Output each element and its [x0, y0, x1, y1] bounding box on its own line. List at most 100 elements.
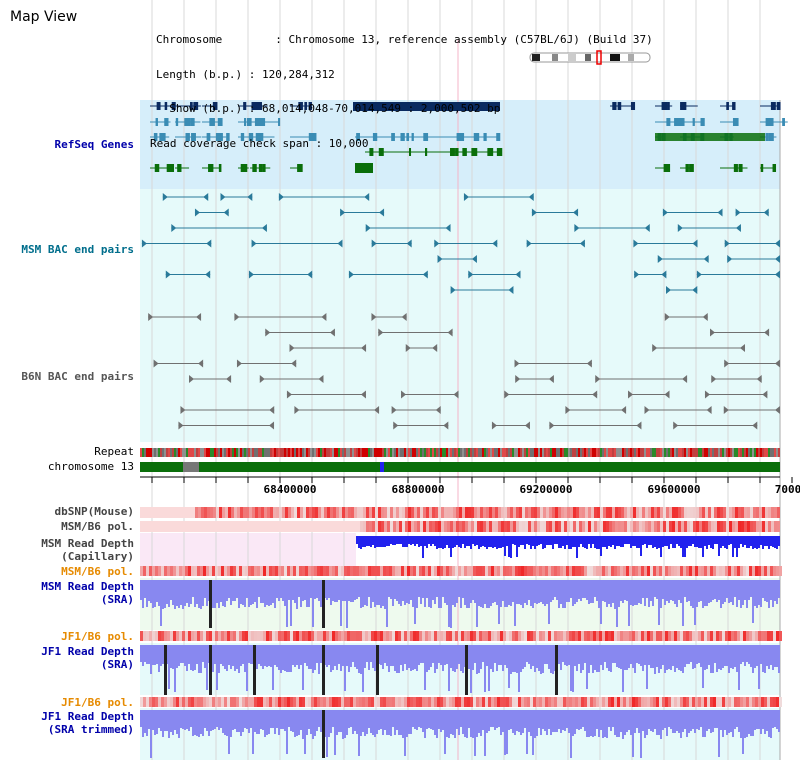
repeat-segment — [302, 448, 304, 457]
msm-pol-strip-cell — [507, 521, 510, 532]
b6n-bac-pair-end — [443, 421, 449, 430]
repeat-segment — [214, 448, 216, 457]
jf1-sra-depth-bar — [666, 645, 668, 670]
track-label-jf1-pol2[interactable]: JF1/B6 pol. — [61, 696, 134, 709]
track-label-repeat[interactable]: Repeat — [94, 445, 134, 458]
msm-capillary-depth-bar — [726, 536, 728, 549]
jf1-trim-depth-bar — [606, 710, 608, 738]
track-label-msm-pol2[interactable]: MSM/B6 pol. — [61, 565, 134, 578]
jf1-sra-depth-bar — [326, 645, 328, 667]
b6n-bac-pair-end — [524, 421, 530, 430]
msm-pol2-strip-cell — [404, 566, 407, 576]
msm-pol2-strip-cell — [422, 566, 425, 576]
msm-pol2-strip-cell — [578, 566, 581, 576]
jf1-pol2-strip-cell — [200, 697, 203, 707]
jf1-pol-strip-cell — [746, 631, 749, 641]
repeat-segment — [498, 448, 500, 457]
jf1-pol2-strip-cell — [716, 697, 719, 707]
jf1-sra-depth-bar — [494, 645, 496, 663]
msm-pol2-strip-cell — [497, 566, 500, 576]
msm-capillary-depth-bar — [770, 536, 772, 546]
repeat-segment — [420, 448, 422, 457]
jf1-trim-depth-bar — [334, 710, 336, 755]
gene-exon — [770, 102, 775, 110]
repeat-segment — [618, 448, 620, 457]
jf1-sra-depth-bar — [396, 645, 398, 673]
jf1-pol-strip-cell — [200, 631, 203, 641]
repeat-segment — [718, 448, 720, 457]
repeat-segment — [396, 448, 398, 457]
msm-pol2-strip-cell — [161, 566, 164, 576]
gene-exon — [680, 102, 683, 110]
msm-pol-strip-cell — [588, 521, 591, 532]
jf1-trim-depth-bar — [658, 710, 660, 735]
dbsnp-strip-cell — [537, 507, 540, 518]
track-label-refseq[interactable]: RefSeq Genes — [54, 138, 134, 151]
gene-exon — [190, 102, 193, 110]
msm-sra-depth-bar — [450, 580, 452, 628]
jf1-sra-depth-bar — [350, 645, 352, 667]
repeat-segment — [604, 448, 606, 457]
jf1-pol2-strip-cell — [464, 697, 467, 707]
gene-exon — [401, 133, 405, 141]
jf1-trim-depth-bar — [692, 710, 694, 729]
msm-sra-depth-bar — [724, 580, 726, 602]
msm-sra-depth-bar — [568, 580, 570, 602]
msm-sra-depth-bar — [596, 580, 598, 601]
track-label-msm-cap-1[interactable]: MSM Read Depth — [41, 537, 134, 550]
msm-pol2-strip-cell — [731, 566, 734, 576]
msm-sra-depth-bar — [772, 580, 774, 607]
track-label-jf1-sra-1[interactable]: JF1 Read Depth — [41, 645, 134, 658]
msm-pol-strip-cell — [723, 521, 726, 532]
track-label-msm-sra-1[interactable]: MSM Read Depth — [41, 580, 134, 593]
jf1-pol2-strip-cell — [356, 697, 359, 707]
msm-capillary-depth-bar — [656, 536, 658, 549]
jf1-sra-depth-bar — [308, 645, 310, 669]
msm-pol-strip-cell — [651, 521, 654, 532]
track-label-msm-pol[interactable]: MSM/B6 pol. — [61, 520, 134, 533]
jf1-sra-depth-bar — [430, 645, 432, 667]
depth-spike — [164, 645, 167, 695]
jf1-trim-depth-bar — [230, 710, 232, 737]
track-label-dbsnp[interactable]: dbSNP(Mouse) — [54, 505, 134, 518]
jf1-trim-depth-bar — [610, 710, 612, 731]
jf1-trim-depth-bar — [168, 710, 170, 738]
jf1-trim-depth-bar — [638, 710, 640, 733]
msm-capillary-depth-bar — [682, 536, 684, 557]
msm-sra-depth-bar — [290, 580, 292, 626]
jf1-pol-strip-cell — [620, 631, 623, 641]
dbsnp-strip-cell — [636, 507, 639, 518]
msm-pol2-strip-cell — [674, 566, 677, 576]
b6n-bac-pair-end — [294, 406, 300, 414]
msm-sra-depth-bar — [486, 580, 488, 608]
msm-sra-depth-bar — [666, 580, 668, 601]
track-label-msm-bac[interactable]: MSM BAC end pairs — [21, 243, 134, 256]
jf1-sra-depth-bar — [160, 645, 162, 666]
jf1-pol2-strip-cell — [488, 697, 491, 707]
msm-pol2-strip-cell — [314, 566, 317, 576]
jf1-pol2-strip-cell — [143, 697, 146, 707]
msm-sra-depth-bar — [748, 580, 750, 600]
jf1-trim-depth-bar — [326, 710, 328, 757]
track-label-jf1-trim-1[interactable]: JF1 Read Depth — [41, 710, 134, 723]
msm-sra-depth-bar — [392, 580, 394, 606]
track-label-jf1-pol[interactable]: JF1/B6 pol. — [61, 630, 134, 643]
msm-pol2-strip-cell — [575, 566, 578, 576]
track-label-chromosome[interactable]: chromosome 13 — [47, 460, 134, 473]
msm-pol-strip-cell — [420, 521, 423, 532]
jf1-trim-depth-bar — [250, 710, 252, 728]
msm-capillary-depth-bar — [670, 536, 672, 544]
msm-capillary-depth-bar — [548, 536, 550, 545]
dbsnp-strip-cell — [648, 507, 651, 518]
msm-sra-depth-bar — [564, 580, 566, 608]
jf1-sra-depth-bar — [418, 645, 420, 665]
jf1-trim-depth-bar — [220, 710, 222, 728]
jf1-trim-depth-bar — [182, 710, 184, 729]
gene-exon — [768, 133, 774, 141]
jf1-pol2-strip-cell — [170, 697, 173, 707]
track-label-b6n-bac[interactable]: B6N BAC end pairs — [21, 370, 134, 383]
jf1-pol-strip-cell — [752, 631, 755, 641]
jf1-trim-depth-bar — [664, 710, 666, 728]
jf1-pol2-strip-cell — [389, 697, 392, 707]
